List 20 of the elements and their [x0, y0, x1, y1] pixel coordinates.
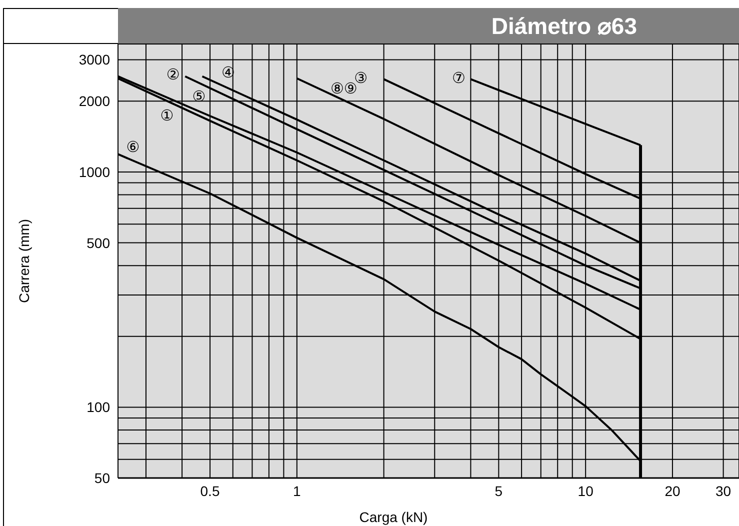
x-tick-label: 5: [494, 482, 503, 499]
series-label: ②: [166, 65, 180, 84]
chart-title: Diámetro ⌀63: [491, 12, 637, 40]
y-tick-label: 100: [86, 399, 110, 416]
y-tick-label: 3000: [78, 52, 110, 68]
y-tick-label: 500: [86, 234, 110, 251]
x-tick-label: 30: [716, 482, 732, 499]
series-label: ⑦: [452, 69, 466, 88]
x-tick-label: 20: [664, 482, 680, 499]
x-tick-label: 0.5: [200, 482, 220, 499]
y-tick-label: 50: [94, 470, 110, 486]
y-axis-title: Carrera (mm): [16, 219, 32, 303]
y-tick-label: 2000: [78, 93, 110, 110]
x-tick-label: 1: [293, 482, 302, 499]
series-label: ①: [160, 106, 174, 124]
series-label: ⑥: [126, 138, 140, 156]
series-label: ⑧⑨: [330, 79, 358, 98]
y-tick-label: 1000: [78, 164, 110, 180]
x-axis-title: Carga (kN): [359, 509, 428, 525]
x-tick-label: 10: [578, 482, 594, 499]
